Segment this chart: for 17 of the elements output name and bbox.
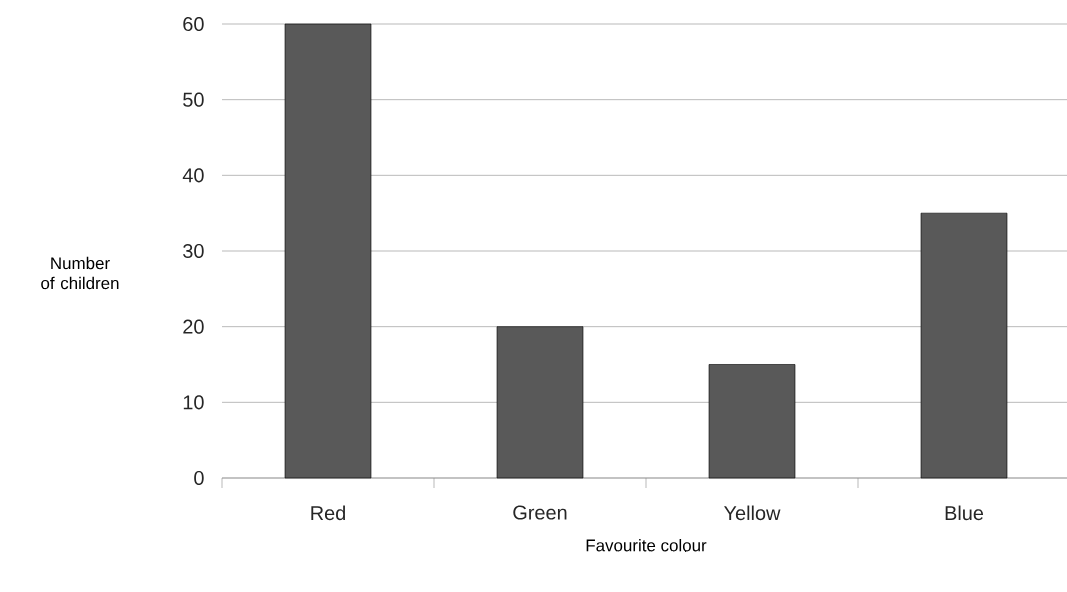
x-tick-label: Red [311, 505, 345, 521]
bar [920, 212, 1008, 479]
y-tick-label: 10 [183, 395, 204, 410]
x-tick-label: Blue [945, 505, 984, 521]
y-tick-label: 30 [183, 243, 204, 259]
x-tick-label: Green [513, 505, 567, 520]
y-tick-label: 0 [194, 470, 204, 486]
bar [496, 326, 584, 479]
bar [708, 364, 796, 479]
y-axis-title: Number of children [41, 256, 119, 290]
y-tick-label: 40 [182, 168, 204, 183]
x-tick-label: Yellow [724, 505, 781, 521]
x-axis-title: Favourite colour [586, 539, 707, 552]
y-tick-label: 60 [183, 16, 204, 32]
bar [284, 23, 372, 479]
y-tick-label: 20 [183, 319, 204, 334]
y-tick-label: 50 [183, 92, 204, 107]
